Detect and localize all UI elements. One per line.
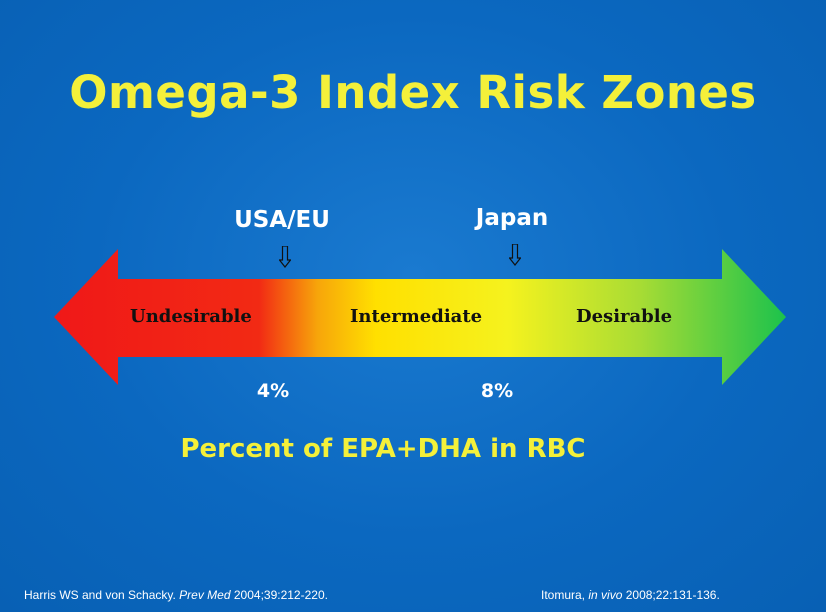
citation-journal: in vivo [588,588,623,602]
slide-title: Omega-3 Index Risk Zones [69,66,757,119]
citation-left: Harris WS and von Schacky. Prev Med 2004… [24,588,328,602]
citation-ref: 2004;39:212-220. [233,588,328,602]
zone-label-desirable: Desirable [576,306,673,327]
citation-journal: Prev Med [179,588,231,602]
citation-right: Itomura, in vivo 2008;22:131-136. [541,588,720,602]
citation-ref: 2008;22:131-136. [625,588,720,602]
marker-label-usa-eu: USA/EU [234,207,330,233]
zone-label-intermediate: Intermediate [350,306,483,327]
marker-label-japan: Japan [475,205,549,231]
down-arrow-icon [509,244,521,266]
threshold-label-8: 8% [480,380,514,402]
axis-caption: Percent of EPA+DHA in RBC [180,434,586,464]
threshold-label-4: 4% [256,380,290,402]
zone-label-undesirable: Undesirable [130,306,252,327]
down-arrow-icon [279,246,291,268]
citation-authors: Harris WS and von Schacky. [24,588,176,602]
citation-authors: Itomura, [541,588,586,602]
risk-scale-arrow [54,249,786,385]
